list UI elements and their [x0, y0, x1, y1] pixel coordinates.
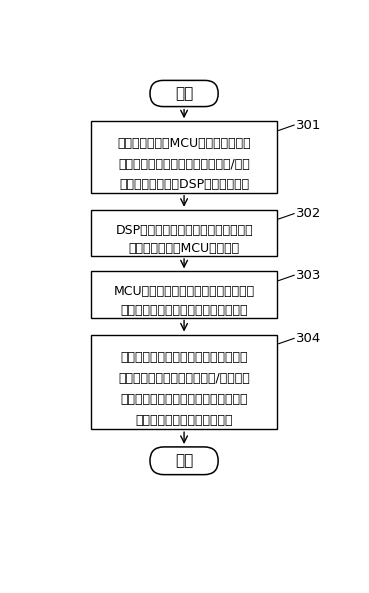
Bar [91, 334, 277, 429]
Text: 进行处理，生成胶囊控制指令，发送给: 进行处理，生成胶囊控制指令，发送给 [120, 393, 248, 406]
FancyBboxPatch shape [150, 81, 218, 107]
Text: 智能终端；同时，对胶囊位置/姿态数据: 智能终端；同时，对胶囊位置/姿态数据 [118, 372, 250, 385]
Text: 301: 301 [296, 119, 321, 132]
Text: 行处理后发送给MCU控制模块: 行处理后发送给MCU控制模块 [128, 242, 239, 255]
FancyBboxPatch shape [150, 447, 218, 474]
Text: 303: 303 [296, 269, 321, 282]
Text: 无线数据发射模块发送给位于患者体外: 无线数据发射模块发送给位于患者体外 [120, 304, 248, 317]
Text: DSP数据处理模块对所接收到的信号进: DSP数据处理模块对所接收到的信号进 [115, 224, 253, 237]
Text: 接收盒接收数据信息并存储或者发送给: 接收盒接收数据信息并存储或者发送给 [120, 351, 248, 364]
Text: 数据采集模块由MCU控制模块进行控: 数据采集模块由MCU控制模块进行控 [117, 137, 251, 150]
Text: 304: 304 [296, 332, 321, 345]
Text: 开始: 开始 [175, 86, 193, 101]
Text: 结束: 结束 [175, 453, 193, 468]
Bar [91, 272, 277, 318]
Text: MCU控制模块将处理后的数据信息通过: MCU控制模块将处理后的数据信息通过 [114, 285, 255, 298]
Text: 胶囊内窥镜中以对其进行控制: 胶囊内窥镜中以对其进行控制 [135, 415, 233, 428]
Bar [91, 121, 277, 193]
Text: 制，采集肠道图像数据和胶囊位置/姿态: 制，采集肠道图像数据和胶囊位置/姿态 [118, 158, 250, 171]
Bar [91, 210, 277, 256]
Text: 302: 302 [296, 207, 321, 220]
Text: 数据并将其发送给DSP数据处理模块: 数据并将其发送给DSP数据处理模块 [119, 178, 249, 191]
